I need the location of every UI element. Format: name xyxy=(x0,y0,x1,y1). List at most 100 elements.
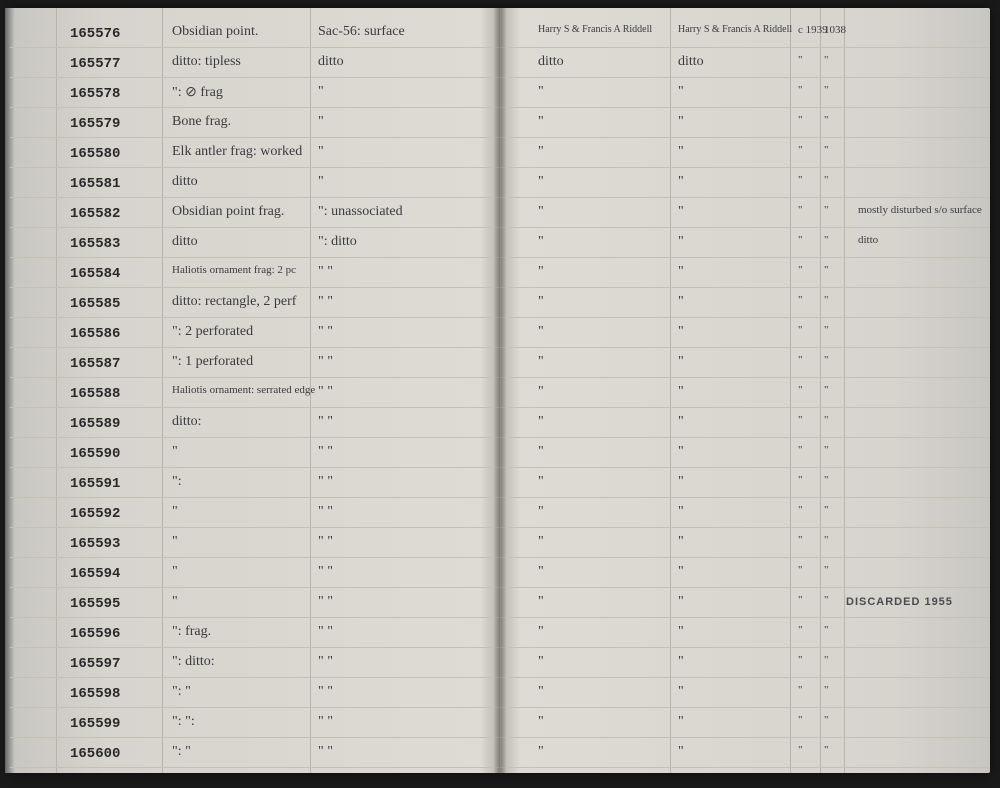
discarded-stamp: DISCARDED 1955 xyxy=(846,596,953,608)
date: " xyxy=(798,444,803,456)
ledger-row xyxy=(500,468,990,498)
accession-number: " xyxy=(824,204,829,216)
date: " xyxy=(798,204,803,216)
catalog-number: 165580 xyxy=(70,146,120,162)
donor: " xyxy=(678,204,684,220)
location: ": unassociated xyxy=(318,204,403,220)
donor: " xyxy=(678,234,684,250)
location: " " xyxy=(318,714,333,730)
ledger-row xyxy=(500,228,990,258)
location: " " xyxy=(318,624,333,640)
collector: " xyxy=(538,474,544,490)
ledger-row xyxy=(500,528,990,558)
location: " " xyxy=(318,444,333,460)
location: " xyxy=(318,84,324,100)
donor: " xyxy=(678,84,684,100)
donor: " xyxy=(678,354,684,370)
donor: " xyxy=(678,414,684,430)
location: " xyxy=(318,114,324,130)
location: " " xyxy=(318,354,333,370)
donor: " xyxy=(678,444,684,460)
right-page: Harry S & Francis A Riddell Harry S & Fra… xyxy=(500,8,990,773)
description: ": ditto: xyxy=(172,654,215,670)
description: ": 1 perforated xyxy=(172,354,253,370)
donor: " xyxy=(678,504,684,520)
donor: " xyxy=(678,744,684,760)
description: " xyxy=(172,504,178,520)
catalog-number: 165583 xyxy=(70,236,120,252)
ledger-row xyxy=(500,168,990,198)
location: " " xyxy=(318,654,333,670)
date: " xyxy=(798,264,803,276)
catalog-number: 165599 xyxy=(70,716,120,732)
date: " xyxy=(798,624,803,636)
ledger-row xyxy=(500,138,990,168)
donor: " xyxy=(678,684,684,700)
date: " xyxy=(798,414,803,426)
date: " xyxy=(798,474,803,486)
catalog-number: 165594 xyxy=(70,566,120,582)
ledger-row xyxy=(500,498,990,528)
catalog-number: 165586 xyxy=(70,326,120,342)
date: " xyxy=(798,84,803,96)
description: ditto xyxy=(172,174,198,190)
donor: " xyxy=(678,324,684,340)
catalog-number: 165600 xyxy=(70,746,120,762)
donor: " xyxy=(678,474,684,490)
date: " xyxy=(798,234,803,246)
catalog-number: 165582 xyxy=(70,206,120,222)
catalog-number: 165589 xyxy=(70,416,120,432)
accession-number: 1038 xyxy=(824,24,846,36)
catalog-number: 165584 xyxy=(70,266,120,282)
accession-number: " xyxy=(824,84,829,96)
location: " " xyxy=(318,324,333,340)
description: " xyxy=(172,444,178,460)
ledger-row xyxy=(500,48,990,78)
location: " " xyxy=(318,564,333,580)
accession-number: " xyxy=(824,744,829,756)
catalog-number: 165578 xyxy=(70,86,120,102)
ledger-row xyxy=(500,678,990,708)
ledger-row xyxy=(500,78,990,108)
collector: Harry S & Francis A Riddell xyxy=(538,24,652,35)
description: " xyxy=(172,534,178,550)
ledger-row xyxy=(500,318,990,348)
ledger-row xyxy=(500,618,990,648)
ledger-book: 165576Obsidian point.Sac-56: surface1655… xyxy=(10,8,990,773)
ledger-row xyxy=(500,738,990,768)
date: " xyxy=(798,114,803,126)
accession-number: " xyxy=(824,144,829,156)
donor: Harry S & Francis A Riddell xyxy=(678,24,792,35)
description: ": xyxy=(172,474,182,490)
collector: " xyxy=(538,144,544,160)
collector: " xyxy=(538,174,544,190)
accession-number: " xyxy=(824,54,829,66)
catalog-number: 165592 xyxy=(70,506,120,522)
ledger-row xyxy=(500,258,990,288)
location: " xyxy=(318,174,324,190)
catalog-number: 165595 xyxy=(70,596,120,612)
catalog-number: 165591 xyxy=(70,476,120,492)
location: ditto xyxy=(318,54,344,70)
location: " " xyxy=(318,414,333,430)
donor: ditto xyxy=(678,54,704,70)
description: ": 2 perforated xyxy=(172,324,253,340)
description: ": " xyxy=(172,684,191,700)
ledger-row xyxy=(500,708,990,738)
accession-number: " xyxy=(824,714,829,726)
accession-number: " xyxy=(824,534,829,546)
ledger-row xyxy=(500,558,990,588)
donor: " xyxy=(678,384,684,400)
donor: " xyxy=(678,564,684,580)
location: ": ditto xyxy=(318,234,357,250)
date: " xyxy=(798,504,803,516)
catalog-number: 165579 xyxy=(70,116,120,132)
catalog-number: 165576 xyxy=(70,26,120,42)
date: " xyxy=(798,684,803,696)
description: Obsidian point. xyxy=(172,24,258,40)
accession-number: " xyxy=(824,564,829,576)
collector: " xyxy=(538,684,544,700)
collector: " xyxy=(538,264,544,280)
date: " xyxy=(798,174,803,186)
collector: " xyxy=(538,354,544,370)
